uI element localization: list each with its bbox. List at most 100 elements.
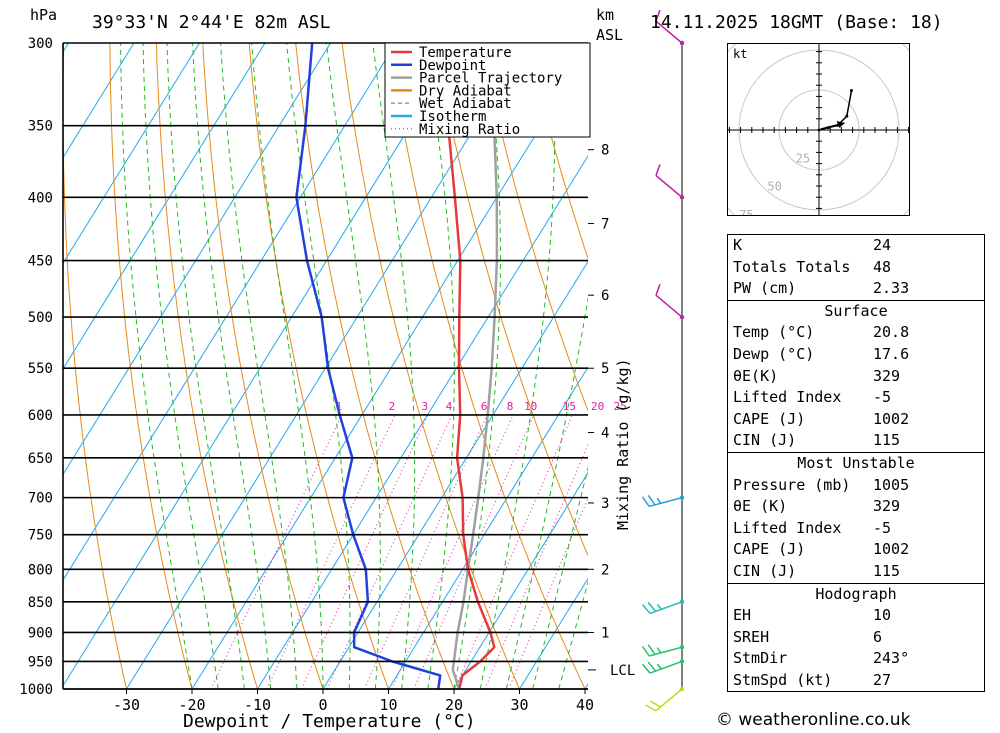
indices-row: Pressure (mb) 1005 xyxy=(728,475,984,497)
wind-barb xyxy=(641,599,685,615)
storm-motion-arrowhead xyxy=(836,121,845,129)
isotherm-line xyxy=(453,471,588,689)
indices-key: Dewp (°C) xyxy=(733,344,815,363)
indices-value: 329 xyxy=(873,497,901,516)
legend-label: Dewpoint xyxy=(419,58,486,74)
indices-block: Hodograph EH 10 SREH 6 StmDir 243° StmSpd (kt) 2… xyxy=(728,582,984,692)
isotherm-line xyxy=(63,43,200,265)
hodograph: 25 50 75 kt xyxy=(728,44,909,215)
indices-row: Lifted Index -5 xyxy=(728,387,984,409)
indices-value: 1005 xyxy=(873,475,910,494)
indices-row: CAPE (J) 1002 xyxy=(728,539,984,561)
wet-adiabat-line xyxy=(453,43,501,689)
mixing-ratio-label: 3 xyxy=(421,400,428,413)
indices-value: 115 xyxy=(873,431,901,450)
mixing-ratio-label: 10 xyxy=(524,400,537,413)
indices-row: θE (K) 329 xyxy=(728,496,984,518)
dry-adiabat-line xyxy=(480,43,588,413)
indices-row: Dewp (°C) 17.6 xyxy=(728,344,984,366)
wet-adiabat-line xyxy=(192,43,272,689)
pressure-tick-label: 600 xyxy=(28,408,53,424)
temperature-tick-label: 10 xyxy=(379,696,397,714)
indices-row: CIN (J) 115 xyxy=(728,430,984,452)
mixing-ratio-label: 15 xyxy=(563,400,576,413)
indices-value: 2.33 xyxy=(873,279,910,298)
hodograph-unit-label: kt xyxy=(733,47,747,61)
wind-barb xyxy=(641,644,685,657)
wind-barb xyxy=(655,9,685,46)
indices-key: K xyxy=(733,236,743,254)
indices-key: θE (K) xyxy=(733,497,788,516)
legend-label: Temperature xyxy=(419,45,512,61)
mixing-ratio-line xyxy=(266,414,396,689)
isotherm-line xyxy=(519,577,588,689)
footer-copyright[interactable]: © weatheronline.co.uk xyxy=(716,710,911,730)
wet-adiabat-line xyxy=(326,43,381,689)
indices-block-title: Most Unstable xyxy=(797,453,915,472)
indices-value: 6 xyxy=(873,627,883,646)
legend-label: Dry Adiabat xyxy=(419,83,512,99)
indices-row: PW (cm) 2.33 xyxy=(728,278,984,300)
hodograph-ring-label: 75 xyxy=(739,208,753,215)
wind-barb xyxy=(641,494,685,508)
indices-key: StmSpd (kt) xyxy=(733,670,833,689)
temperature-tick-label: 0 xyxy=(318,696,327,714)
indices-row: Temp (°C) 20.8 xyxy=(728,322,984,344)
indices-row: CIN (J) 115 xyxy=(728,561,984,583)
indices-key: θE(K) xyxy=(733,366,779,385)
indices-block-title: Surface xyxy=(824,301,888,320)
dry-adiabat-line xyxy=(527,43,588,261)
dry-adiabat-line xyxy=(109,43,193,689)
wet-adiabat-line xyxy=(286,43,351,689)
km-tick-label: 3 xyxy=(601,496,609,512)
wet-adiabat-line xyxy=(558,580,588,689)
pressure-tick-label: 350 xyxy=(28,119,53,135)
indices-row: θE(K) 329 xyxy=(728,366,984,388)
km-tick-label: 1 xyxy=(601,625,609,641)
indices-block: Most Unstable Pressure (mb) 1005 θE (K) 329 L… xyxy=(728,451,984,583)
indices-value: 243° xyxy=(873,649,910,668)
pressure-tick-label: 850 xyxy=(28,595,53,611)
pressure-tick-label: 900 xyxy=(28,625,53,641)
legend-label: Mixing Ratio xyxy=(419,122,520,138)
km-unit-label: km xyxy=(596,6,614,24)
km-tick-label: 8 xyxy=(601,143,609,159)
indices-row: EH 10 xyxy=(728,605,984,627)
km-tick-label: 5 xyxy=(601,361,609,377)
indices-value: 115 xyxy=(873,561,901,580)
indices-value: 10 xyxy=(873,606,892,625)
indices-row: Totals Totals 48 xyxy=(728,257,984,279)
temperature-tick-label: 20 xyxy=(445,696,463,714)
indices-value: 24 xyxy=(873,236,892,254)
pressure-tick-label: 800 xyxy=(28,562,53,578)
asl-unit-label: ASL xyxy=(596,26,623,44)
location-title: 39°33'N 2°44'E 82m ASL xyxy=(92,12,331,33)
wet-adiabat-line xyxy=(166,43,245,689)
indices-key: SREH xyxy=(733,627,770,646)
indices-block-title: Hodograph xyxy=(815,584,897,603)
indices-row: StmDir 243° xyxy=(728,648,984,670)
isotherm-line xyxy=(388,366,588,689)
pressure-tick-label: 950 xyxy=(28,654,53,670)
pressure-tick-label: 500 xyxy=(28,310,53,326)
mixing-ratio-line xyxy=(391,414,514,689)
dry-adiabat-line xyxy=(63,43,127,689)
hodograph-ring-label: 50 xyxy=(767,180,781,194)
isotherm-line xyxy=(0,43,3,689)
isotherm-line xyxy=(257,154,588,689)
legend-label: Isotherm xyxy=(419,109,486,125)
isotherm-line xyxy=(63,43,266,370)
temperature-tick-label: -10 xyxy=(244,696,271,714)
dry-adiabat-line xyxy=(155,43,258,689)
indices-key: CIN (J) xyxy=(733,431,797,450)
hodograph-point xyxy=(849,89,853,93)
hodograph-ring-label: 25 xyxy=(796,151,810,165)
indices-key: Temp (°C) xyxy=(733,323,815,342)
mixing-ratio-line xyxy=(363,414,488,689)
hpa-unit-label: hPa xyxy=(30,6,57,24)
mixing-ratio-label: 20 xyxy=(591,400,604,413)
wind-barb xyxy=(641,659,685,674)
dry-adiabat-line xyxy=(202,43,324,689)
indices-key: Lifted Index xyxy=(733,518,842,537)
